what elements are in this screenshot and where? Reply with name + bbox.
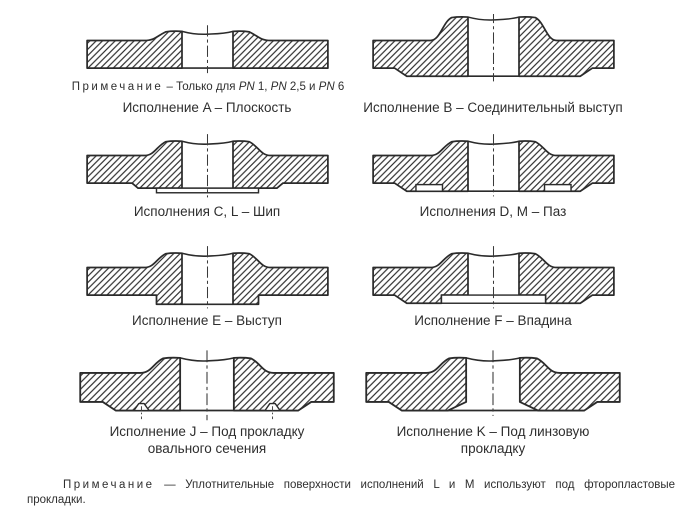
footnote-label: Примечание: [63, 479, 155, 491]
caption-execution-a: Исполнение A – Плоскость: [122, 100, 292, 115]
note-label: Примечание: [71, 81, 164, 93]
flange-section-f-female: [372, 246, 615, 309]
flange-section-e-male: [86, 246, 329, 309]
flange-section-c-tongue: [86, 134, 329, 198]
caption-execution-e: Исполнение E – Выступ: [132, 313, 282, 328]
flange-section-k-lens-gasket: [365, 350, 621, 416]
flange-section-j-oval-gasket: [79, 350, 335, 421]
caption-execution-c-l: Исполнения C, L – Шип: [133, 204, 281, 219]
caption-execution-d-m: Исполнения D, M – Паз: [419, 204, 567, 219]
footnote-ptfe-gaskets: Примечание — Уплотнительные поверхности …: [27, 479, 675, 506]
caption-execution-k: Исполнение K – Под линзовую прокладку: [396, 424, 590, 456]
flange-section-a-flat-face: [86, 25, 329, 74]
flange-section-b-raised-face: [372, 14, 615, 82]
flange-section-d-groove: [372, 134, 615, 197]
caption-execution-f: Исполнение F – Впадина: [414, 313, 572, 328]
note-pn-restriction: Примечание – Только для PN 1, PN 2,5 и P…: [71, 81, 345, 93]
caption-execution-j: Исполнение J – Под прокладку овального с…: [109, 424, 305, 456]
caption-execution-b: Исполнение B – Соединительный выступ: [363, 100, 623, 115]
